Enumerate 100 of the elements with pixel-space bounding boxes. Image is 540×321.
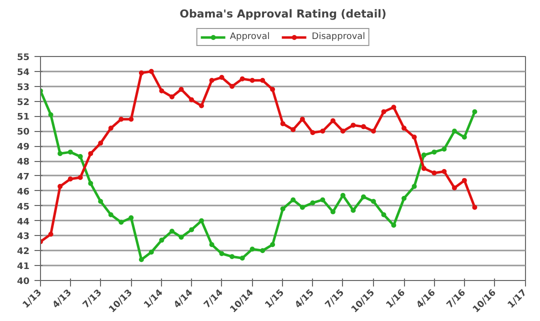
point	[169, 94, 174, 100]
y-tick-label: 53	[16, 82, 30, 93]
point	[230, 84, 235, 89]
point	[340, 192, 346, 198]
point	[370, 198, 376, 204]
y-tick-label: 48	[16, 158, 30, 168]
point	[260, 78, 266, 83]
point	[250, 246, 255, 252]
point	[412, 184, 417, 189]
y-tick-label: 55	[16, 53, 30, 63]
point	[128, 116, 134, 122]
y-tick-label: 49	[16, 142, 30, 153]
point	[128, 215, 134, 220]
point	[199, 218, 204, 224]
legend-label: Disapproval	[312, 32, 366, 42]
point	[48, 232, 54, 237]
y-tick-label: 47	[16, 172, 30, 182]
y-tick-label: 50	[16, 128, 30, 138]
y-tick-label: 42	[16, 247, 30, 258]
point	[361, 124, 366, 130]
point	[118, 116, 124, 122]
y-tick-label: 41	[16, 262, 30, 272]
point	[280, 121, 286, 126]
y-tick-label: 44	[16, 217, 30, 228]
chart-title: Obama's Approval Rating (detail)	[180, 8, 386, 20]
y-tick-label: 43	[16, 232, 30, 242]
point	[260, 248, 266, 254]
point	[230, 254, 235, 260]
point	[138, 257, 144, 262]
point	[350, 122, 356, 128]
point	[300, 204, 305, 210]
y-tick-label: 45	[16, 202, 30, 212]
point	[98, 198, 104, 204]
point	[108, 126, 114, 131]
point	[58, 184, 63, 189]
point	[189, 97, 194, 102]
point	[88, 180, 94, 186]
point	[421, 166, 426, 171]
point	[108, 212, 114, 218]
point	[290, 127, 296, 132]
point	[48, 112, 54, 118]
point	[58, 151, 63, 156]
point	[310, 200, 316, 206]
point	[270, 86, 276, 92]
point	[178, 234, 184, 240]
point	[159, 88, 164, 94]
point	[148, 250, 154, 255]
y-tick-label: 46	[16, 187, 30, 198]
point	[290, 197, 296, 202]
point	[178, 86, 184, 92]
point	[240, 76, 245, 82]
point	[300, 116, 305, 122]
point	[330, 209, 336, 214]
point	[199, 103, 204, 108]
point	[391, 104, 396, 110]
point	[219, 74, 224, 80]
point	[462, 178, 467, 183]
point	[442, 146, 447, 152]
point	[452, 185, 457, 190]
point	[240, 256, 245, 261]
point	[78, 154, 83, 160]
point	[169, 228, 174, 234]
point	[320, 128, 326, 134]
y-tick-label: 52	[16, 98, 30, 108]
legend-label: Approval	[230, 32, 270, 42]
point	[452, 128, 457, 134]
y-tick-label: 51	[16, 112, 30, 123]
point	[68, 176, 73, 182]
point	[270, 242, 276, 248]
point	[330, 118, 336, 124]
point	[159, 238, 164, 243]
point	[189, 227, 194, 232]
point	[421, 152, 426, 158]
point	[402, 126, 406, 131]
point	[432, 170, 437, 176]
point	[361, 194, 366, 200]
point	[320, 197, 326, 202]
point	[381, 109, 386, 114]
y-tick-label: 40	[16, 277, 30, 287]
point	[310, 130, 316, 136]
point	[442, 168, 447, 174]
point	[219, 251, 224, 256]
point	[472, 109, 478, 114]
point	[88, 151, 94, 156]
point	[472, 204, 478, 210]
point	[78, 174, 83, 180]
point	[209, 242, 214, 248]
point	[370, 128, 376, 134]
point	[118, 220, 124, 225]
point	[462, 134, 467, 140]
point	[250, 78, 255, 83]
point	[381, 212, 386, 218]
point	[432, 150, 437, 155]
point	[68, 150, 73, 155]
point	[280, 206, 286, 212]
point	[138, 70, 144, 76]
y-tick-label: 54	[16, 68, 30, 78]
point	[148, 68, 154, 74]
point	[340, 128, 346, 134]
point	[402, 196, 406, 201]
